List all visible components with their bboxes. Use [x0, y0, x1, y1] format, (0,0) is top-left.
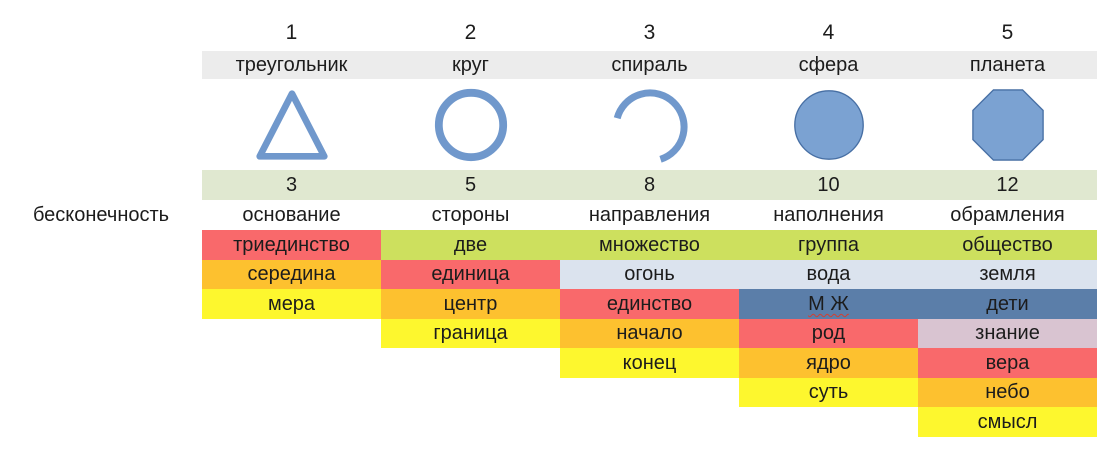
spacer-cell: [0, 170, 202, 200]
count-value: 8: [560, 170, 739, 200]
matrix-cell: группа: [739, 230, 918, 260]
column-number: 3: [643, 21, 656, 44]
shape-name: треугольник: [202, 51, 381, 79]
column-number: 1: [285, 21, 298, 44]
empty-cell: [202, 319, 381, 349]
base-label: направления: [588, 204, 711, 226]
shape-cell: [560, 79, 739, 170]
matrix-cell: центр: [381, 289, 560, 319]
matrix-cell: две: [381, 230, 560, 260]
matrix-cell: общество: [918, 230, 1097, 260]
shape-name: круг: [381, 51, 560, 79]
spiral-arc-icon: [610, 79, 690, 170]
shapes-row: [0, 79, 1120, 170]
matrix-cell: единица: [381, 259, 560, 289]
matrix-cell: единство: [560, 289, 739, 319]
empty-cell: [381, 348, 560, 378]
base-label: наполнения: [773, 204, 884, 226]
misspelled-text: М Ж: [808, 292, 849, 315]
spacer-cell: [0, 348, 202, 378]
matrix-cell: мера: [202, 289, 381, 319]
matrix-cell: огонь: [560, 259, 739, 289]
matrix-cell: середина: [202, 259, 381, 289]
column-number: 2: [464, 21, 477, 44]
matrix-row: мера центр единство М Ж дети: [0, 289, 1120, 319]
count-value: 10: [739, 170, 918, 200]
count-value: 12: [918, 170, 1097, 200]
triangle-icon: [254, 79, 330, 170]
matrix-row: конец ядро вера: [0, 348, 1120, 378]
matrix-cell: начало: [560, 318, 739, 348]
matrix-cell: конец: [560, 348, 739, 378]
matrix-cell: вода: [739, 259, 918, 289]
shape-cell: [739, 79, 918, 170]
matrix-cell: знание: [918, 318, 1097, 348]
matrix-cell: суть: [739, 377, 918, 407]
matrix-cell: множество: [560, 230, 739, 260]
base-label: основание: [242, 204, 341, 226]
shape-cell: [918, 79, 1097, 170]
empty-cell: [381, 378, 560, 408]
matrix-cell: дети: [918, 289, 1097, 319]
matrix-cell: ядро: [739, 348, 918, 378]
empty-cell: [202, 407, 381, 437]
count-value: 5: [381, 170, 560, 200]
base-label: стороны: [431, 204, 510, 226]
counts-row: 3 5 8 10 12: [0, 170, 1120, 200]
shape-cell: [202, 79, 381, 170]
matrix-row: середина единица огонь вода земля: [0, 259, 1120, 290]
count-value: 3: [202, 170, 381, 200]
matrix-cell: небо: [918, 377, 1097, 407]
shape-name: планета: [918, 51, 1097, 79]
shape-name: спираль: [560, 51, 739, 79]
shape-cell: [381, 79, 560, 170]
spacer-cell: [0, 260, 202, 290]
shape-name: сфера: [739, 51, 918, 79]
shape-names-row: треугольник круг спираль сфера планета: [0, 51, 1120, 79]
matrix-section: триединство две множество группа общество сер…: [0, 230, 1120, 437]
spacer-cell: [0, 289, 202, 319]
spacer-cell: [0, 378, 202, 408]
spacer-cell: [0, 79, 202, 170]
column-numbers-row: 1 2 3 4 5: [0, 14, 1120, 51]
spacer-cell: [0, 51, 202, 79]
matrix-cell: вера: [918, 348, 1097, 378]
circle-icon: [432, 79, 510, 170]
matrix-cell: граница: [381, 318, 560, 348]
empty-cell: [739, 407, 918, 437]
matrix-cell: земля: [918, 259, 1097, 289]
spacer-cell: [0, 319, 202, 349]
empty-cell: [202, 348, 381, 378]
empty-cell: [560, 378, 739, 408]
base-label: обрамления: [950, 204, 1065, 226]
matrix-row: триединство две множество группа общество: [0, 230, 1120, 260]
matrix-cell: М Ж: [739, 289, 918, 319]
matrix-cell: род: [739, 318, 918, 348]
matrix-row: смысл: [0, 407, 1120, 437]
infinity-label: бесконечность: [32, 204, 170, 226]
spacer-cell: [0, 407, 202, 437]
matrix-cell: смысл: [918, 407, 1097, 437]
base-row: бесконечность основание стороны направлени…: [0, 200, 1120, 230]
sphere-icon: [793, 79, 865, 170]
planet-octagon-icon: [971, 79, 1044, 170]
column-number: 4: [822, 21, 835, 44]
matrix-row: суть небо: [0, 377, 1120, 408]
empty-cell: [202, 378, 381, 408]
matrix-row: граница начало род знание: [0, 318, 1120, 349]
empty-cell: [381, 407, 560, 437]
matrix-cell: триединство: [202, 230, 381, 260]
empty-cell: [560, 407, 739, 437]
spacer-cell: [0, 14, 202, 51]
column-number: 5: [1001, 21, 1014, 44]
spacer-cell: [0, 230, 202, 260]
